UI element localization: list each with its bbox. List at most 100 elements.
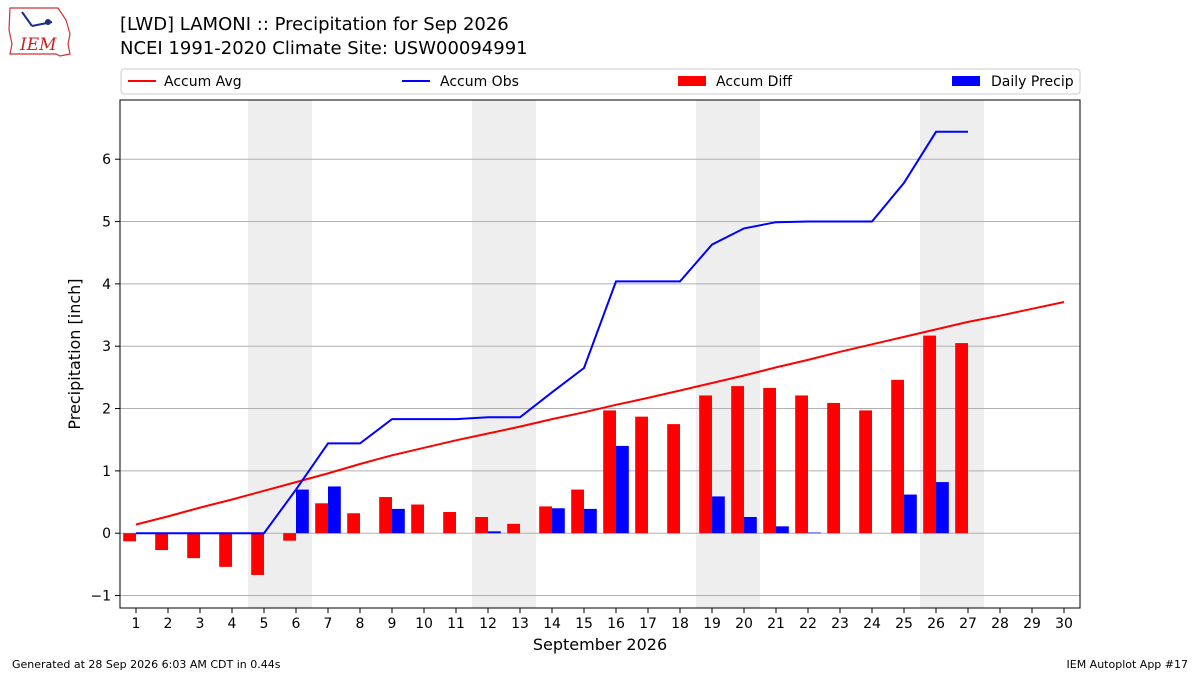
daily-precip-bar (328, 486, 341, 534)
accum-diff-bar (187, 533, 200, 559)
x-tick-label: 24 (863, 616, 881, 632)
accum-obs-line (136, 130, 968, 535)
x-tick-label: 6 (292, 616, 301, 632)
accum-diff-bar (603, 410, 616, 534)
x-tick-label: 3 (196, 616, 205, 632)
x-tick-label: 9 (388, 616, 397, 632)
daily-precip-bar (392, 508, 405, 534)
accum-diff-bar (539, 506, 552, 534)
daily-precip-bar (712, 496, 725, 534)
legend-accum-obs: Accum Obs (440, 74, 519, 90)
accum-diff-bar (827, 402, 840, 534)
legend-daily-precip-swatch (952, 76, 980, 86)
x-tick-label: 13 (511, 616, 529, 632)
daily-precip-bar (552, 508, 565, 534)
iem-logo: IEM (8, 7, 71, 57)
footer-app: IEM Autoplot App #17 (1067, 658, 1189, 671)
x-tick-label: 27 (959, 616, 977, 632)
x-tick-label: 5 (260, 616, 269, 632)
footer-generated: Generated at 28 Sep 2026 6:03 AM CDT in … (12, 658, 281, 671)
x-tick-label: 18 (671, 616, 689, 632)
x-tick-label: 8 (356, 616, 365, 632)
accum-diff-bar (795, 395, 808, 534)
x-tick-label: 11 (447, 616, 465, 632)
daily-precip-bar (616, 445, 629, 534)
accum-diff-bar (475, 516, 488, 534)
y-tick-label: 4 (102, 277, 111, 293)
plot-frame (119, 99, 1081, 609)
daily-precip-bar (584, 508, 597, 534)
x-tick-label: 15 (575, 616, 593, 632)
x-tick-label: 2 (164, 616, 173, 632)
accum-diff-bar (923, 335, 936, 534)
accum-avg-line (135, 301, 1065, 526)
accum-diff-bar (859, 410, 872, 534)
y-tick-label: 5 (102, 215, 111, 231)
x-tick-label: 29 (1023, 616, 1041, 632)
x-tick-label: 19 (703, 616, 721, 632)
legend: Accum Avg Accum Obs Accum Diff Daily Pre… (120, 68, 1081, 95)
y-tick-label: −1 (90, 589, 111, 605)
accum-diff-bar (635, 416, 648, 534)
x-tick-label: 20 (735, 616, 753, 632)
x-tick-label: 16 (607, 616, 625, 632)
accum-diff-bar (443, 512, 456, 534)
x-tick-label: 21 (767, 616, 785, 632)
chart-subtitle: NCEI 1991-2020 Climate Site: USW00094991 (120, 38, 528, 59)
y-tick-label: 2 (102, 402, 111, 418)
accum-diff-bar (219, 533, 232, 567)
accum-diff-bar (891, 379, 904, 534)
daily-precip-bar (808, 532, 821, 534)
y-tick-label: 0 (102, 526, 111, 542)
x-tick-label: 10 (415, 616, 433, 632)
x-tick-label: 1 (132, 616, 141, 632)
x-axis-label: September 2026 (533, 635, 667, 654)
daily-precip-bar (744, 516, 757, 534)
legend-daily-precip: Daily Precip (991, 74, 1074, 90)
x-tick-label: 25 (895, 616, 913, 632)
accum-diff-bar (379, 497, 392, 534)
y-tick-label: 3 (102, 339, 111, 355)
accum-diff-bar (731, 386, 744, 534)
y-tick-label: 6 (102, 152, 111, 168)
y-axis-label: Precipitation [inch] (65, 278, 84, 429)
daily-precip-bar (936, 482, 949, 534)
accum-diff-bar (763, 387, 776, 534)
legend-box (120, 68, 1081, 95)
accum-diff-bar (507, 523, 520, 534)
x-tick-label: 12 (479, 616, 497, 632)
daily-precip-bar (488, 531, 501, 534)
accum-diff-bar (347, 513, 360, 534)
x-tick-label: 7 (324, 616, 333, 632)
chart-title: [LWD] LAMONI :: Precipitation for Sep 20… (120, 14, 509, 35)
daily-precip-bar (296, 489, 309, 534)
legend-accum-diff: Accum Diff (716, 74, 792, 90)
accum-diff-bar (155, 533, 168, 551)
x-tick-label: 23 (831, 616, 849, 632)
accum-diff-bar (699, 395, 712, 534)
x-tick-label: 26 (927, 616, 945, 632)
weather-vane-icon (21, 11, 33, 27)
legend-accum-diff-swatch (678, 76, 706, 86)
accum-diff-bar (315, 503, 328, 534)
x-tick-label: 22 (799, 616, 817, 632)
accum-diff-bar (251, 533, 264, 575)
daily-precip-bar (904, 494, 917, 534)
accum-diff-bar (283, 533, 296, 541)
accum-diff-bar (123, 533, 136, 542)
x-tick-label: 4 (228, 616, 237, 632)
x-tick-label: 30 (1055, 616, 1073, 632)
iowa-outline-icon (8, 7, 71, 57)
x-tick-label: 28 (991, 616, 1009, 632)
logo-text: IEM (19, 35, 57, 55)
accum-diff-bar (955, 343, 968, 534)
accum-diff-bar (571, 489, 584, 534)
x-tick-label: 17 (639, 616, 657, 632)
accum-diff-bar (667, 424, 680, 534)
legend-accum-avg: Accum Avg (164, 74, 242, 90)
accum-diff-bar (411, 504, 424, 534)
daily-precip-bar (776, 526, 789, 534)
y-tick-label: 1 (102, 464, 111, 480)
